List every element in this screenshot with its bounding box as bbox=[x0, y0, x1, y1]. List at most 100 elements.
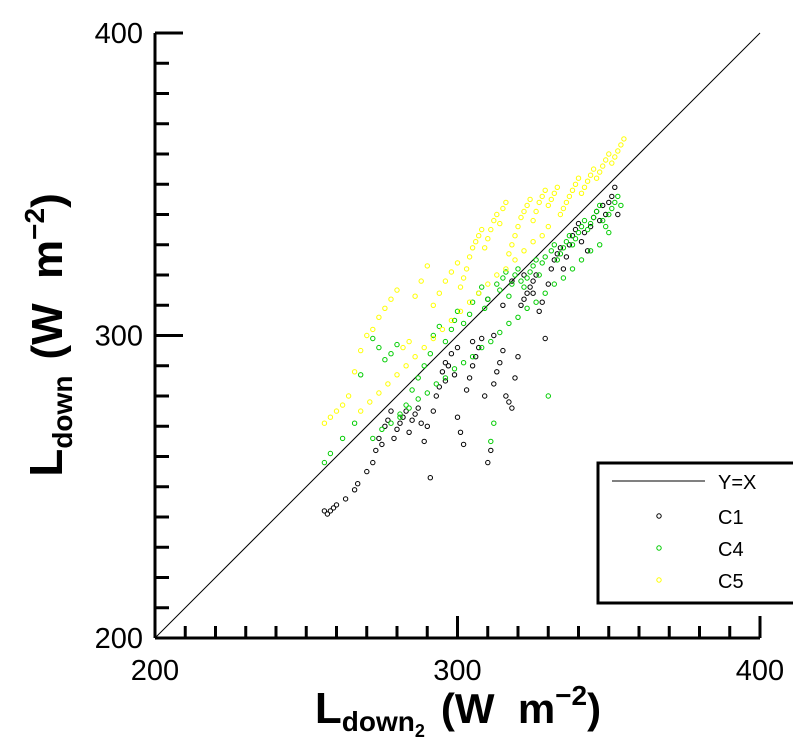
reference-line-group bbox=[154, 32, 761, 639]
scatter-point bbox=[569, 242, 576, 248]
scatter-point bbox=[409, 417, 415, 423]
scatter-point bbox=[485, 459, 491, 466]
scatter-point bbox=[512, 257, 518, 263]
scatter-point bbox=[454, 260, 461, 266]
x-tick-label: 400 bbox=[736, 655, 784, 687]
scatter-point bbox=[606, 199, 612, 206]
scatter-point bbox=[542, 335, 548, 342]
scatter-point bbox=[485, 236, 491, 242]
legend-label-c4: C4 bbox=[718, 539, 744, 561]
scatter-point bbox=[533, 272, 539, 278]
scatter-point bbox=[421, 363, 427, 369]
scatter-point bbox=[457, 429, 464, 435]
scatter-point bbox=[376, 314, 382, 320]
scatter-point bbox=[491, 217, 497, 224]
scatter-point bbox=[578, 239, 585, 245]
scatter-point bbox=[355, 481, 361, 487]
scatter-point bbox=[500, 275, 506, 281]
scatter-point bbox=[439, 369, 446, 375]
scatter-point bbox=[606, 151, 612, 157]
scatter-point bbox=[476, 233, 482, 239]
scatter-point bbox=[515, 354, 521, 360]
scatter-point bbox=[557, 245, 564, 251]
scatter-point bbox=[469, 363, 476, 369]
scatter-point bbox=[603, 211, 609, 218]
scatter-point bbox=[482, 245, 488, 251]
scatter-point bbox=[572, 226, 579, 233]
x-axis-title: Ldown2 (W m−2) bbox=[315, 680, 601, 740]
scatter-point bbox=[466, 311, 473, 317]
scatter-point bbox=[530, 290, 536, 296]
scatter-point bbox=[545, 223, 551, 230]
scatter-point bbox=[569, 266, 576, 272]
scatter-point bbox=[345, 393, 352, 399]
scatter-point bbox=[584, 248, 591, 254]
scatter-point bbox=[460, 275, 467, 281]
scatter-point bbox=[542, 187, 548, 194]
scatter-point bbox=[427, 475, 433, 481]
scatter-point bbox=[421, 344, 427, 351]
scatter-point bbox=[448, 269, 455, 275]
scatter-point bbox=[488, 226, 494, 233]
scatter-point bbox=[512, 375, 518, 381]
scatter-point bbox=[394, 372, 400, 378]
scatter-point bbox=[521, 284, 527, 290]
scatter-point bbox=[563, 254, 570, 260]
scatter-point bbox=[321, 420, 328, 426]
scatter-point bbox=[524, 202, 530, 209]
scatter-point bbox=[606, 229, 612, 236]
scatter-point bbox=[388, 351, 394, 357]
scatter-point bbox=[575, 220, 582, 227]
scatter-point bbox=[364, 468, 370, 475]
scatter-point bbox=[339, 402, 346, 408]
scatter-point bbox=[530, 263, 536, 269]
scatter-point bbox=[433, 381, 439, 387]
scatter-point bbox=[609, 193, 615, 200]
scatter-point bbox=[391, 435, 397, 442]
scatter-point bbox=[430, 332, 436, 339]
scatter-point bbox=[563, 199, 570, 206]
y-axis-title: Ldown (W m−2) bbox=[19, 193, 78, 477]
scatter-point bbox=[406, 429, 412, 435]
scatter-point bbox=[397, 411, 403, 417]
scatter-point bbox=[476, 344, 482, 351]
y-axis-title-unit-open: (W m bbox=[23, 240, 72, 360]
scatter-point bbox=[463, 266, 470, 272]
scatter-point bbox=[342, 496, 349, 502]
scatter-point bbox=[388, 408, 394, 414]
x-tick-label: 200 bbox=[131, 655, 179, 687]
x-axis-title-sub: down bbox=[342, 706, 415, 737]
scatter-point bbox=[590, 166, 597, 172]
scatter-point bbox=[485, 281, 491, 287]
scatter-point bbox=[430, 408, 436, 414]
y-tick-label: 400 bbox=[95, 18, 143, 50]
scatter-point bbox=[512, 272, 518, 278]
scatter-point bbox=[527, 269, 533, 275]
scatter-point bbox=[466, 299, 473, 305]
scatter-point bbox=[406, 405, 412, 411]
scatter-point bbox=[415, 405, 421, 411]
scatter-point bbox=[593, 208, 600, 215]
scatter-point bbox=[324, 511, 331, 517]
scatter-point bbox=[424, 263, 430, 269]
scatter-point bbox=[569, 187, 576, 194]
scatter-point bbox=[479, 284, 485, 290]
scatter-point bbox=[400, 414, 406, 420]
scatter-point bbox=[621, 136, 627, 142]
scatter-point bbox=[612, 154, 618, 160]
scatter-point bbox=[327, 414, 334, 420]
scatter-point bbox=[524, 290, 530, 296]
scatter-point bbox=[612, 199, 618, 206]
scatter-point bbox=[400, 344, 406, 351]
scatter-point bbox=[581, 184, 588, 191]
scatter-point bbox=[515, 266, 521, 272]
scatter-point bbox=[382, 423, 388, 429]
scatter-point bbox=[469, 354, 476, 360]
series-c5 bbox=[321, 136, 627, 426]
scatter-point bbox=[515, 223, 521, 230]
scatter-point bbox=[370, 435, 376, 442]
scatter-point bbox=[460, 360, 467, 366]
scatter-point bbox=[539, 299, 545, 305]
scatter-point bbox=[572, 181, 579, 188]
scatter-point bbox=[473, 239, 479, 245]
